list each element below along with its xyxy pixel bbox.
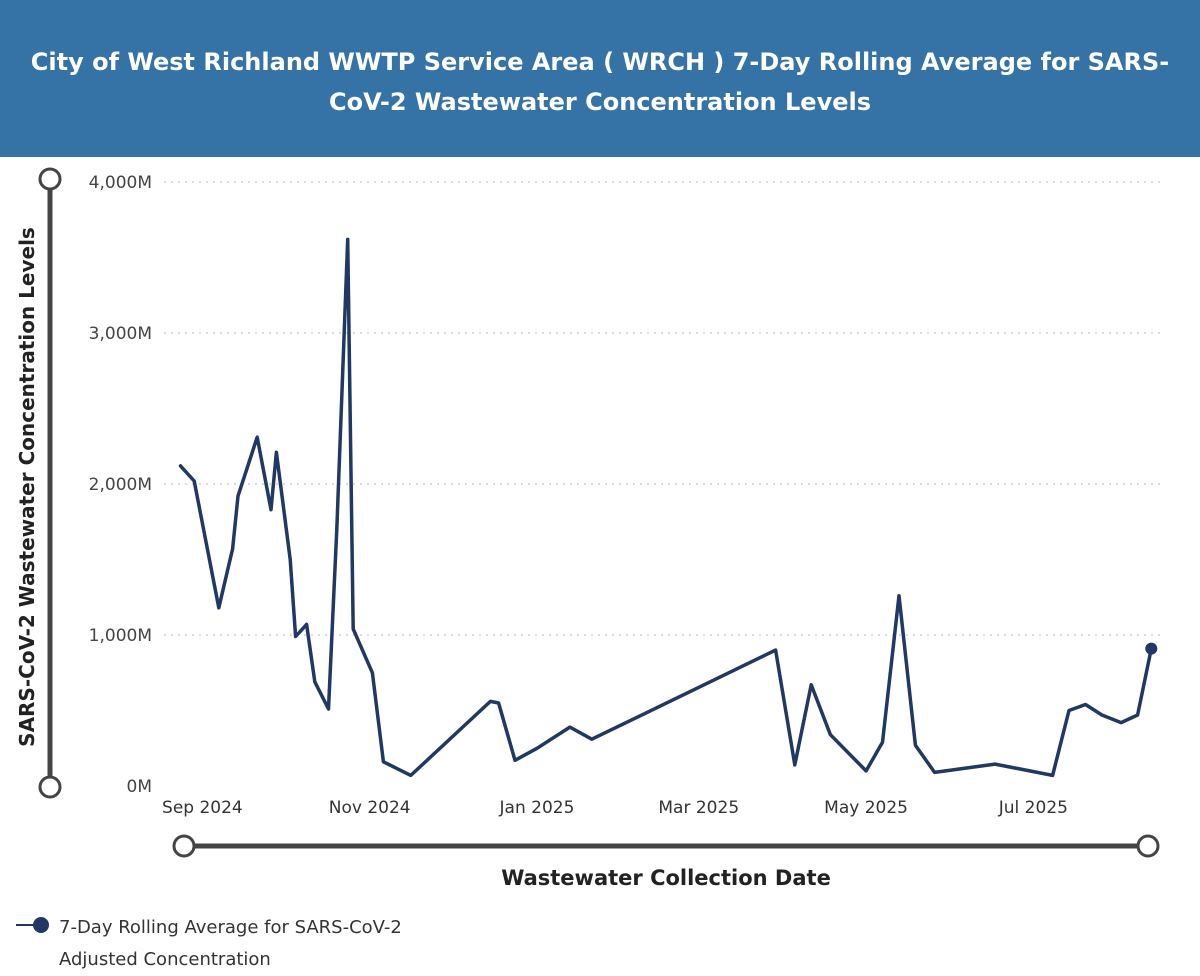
y-tick-label: 4,000M <box>89 173 152 193</box>
x-axis-label: Wastewater Collection Date <box>501 866 831 890</box>
y-axis-ticks: 0M 1,000M 2,000M 3,000M 4,000M <box>89 173 152 797</box>
x-tick-label: May 2025 <box>824 798 908 818</box>
legend-marker-icon <box>16 917 49 933</box>
y-tick-label: 0M <box>127 777 152 797</box>
last-data-point[interactable] <box>1145 642 1158 655</box>
legend-label: 7-Day Rolling Average for SARS-CoV-2 Adj… <box>59 917 402 970</box>
y-slider-top-handle[interactable] <box>38 167 62 191</box>
x-slider-left-handle[interactable] <box>172 834 196 858</box>
y-tick-label: 1,000M <box>89 626 152 646</box>
x-tick-label: Sep 2024 <box>162 798 243 818</box>
x-tick-label: Mar 2025 <box>658 798 739 818</box>
title-bar: City of West Richland WWTP Service Area … <box>0 0 1200 157</box>
series-line[interactable] <box>178 237 1154 778</box>
x-tick-label: Nov 2024 <box>329 798 411 818</box>
legend[interactable]: 7-Day Rolling Average for SARS-CoV-2 Adj… <box>16 912 456 970</box>
y-slider-bottom-handle[interactable] <box>38 775 62 799</box>
y-axis-zoom-slider[interactable] <box>38 167 62 799</box>
x-tick-label: Jul 2025 <box>998 798 1068 818</box>
x-axis-ticks: Sep 2024 Nov 2024 Jan 2025 Mar 2025 May 2025… <box>162 798 1068 818</box>
y-axis-label: SARS-CoV-2 Wastewater Concentration Leve… <box>15 227 39 747</box>
gridlines <box>164 181 1165 636</box>
line-chart[interactable]: 0M 1,000M 2,000M 3,000M 4,000M Sep 2024 Nov 2… <box>0 157 1200 877</box>
x-axis-zoom-slider[interactable] <box>172 834 1160 858</box>
x-slider-right-handle[interactable] <box>1136 834 1160 858</box>
y-tick-label: 3,000M <box>89 324 152 344</box>
series-group <box>178 237 1158 778</box>
chart-title: City of West Richland WWTP Service Area … <box>30 48 1170 116</box>
x-tick-label: Jan 2025 <box>499 798 575 818</box>
y-tick-label: 2,000M <box>89 475 152 495</box>
